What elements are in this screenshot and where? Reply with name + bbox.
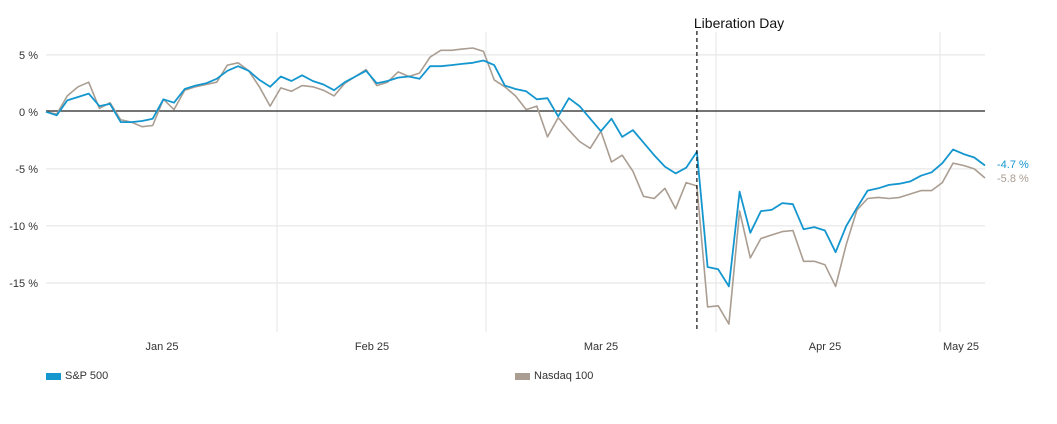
legend-label-nasdaq100: Nasdaq 100 [534,370,594,382]
y-tick-label: 0 % [19,107,38,119]
x-tick-label: Mar 25 [584,341,618,353]
x-tick-label: Jan 25 [145,341,178,353]
sp500-swatch [46,372,61,380]
liberation-day-label: Liberation Day [694,15,784,31]
nasdaq100-end-label: -5.8 % [997,173,1029,185]
x-axis-tick-labels: Jan 25 Feb 25 Mar 25 Apr 25 May 25 [145,341,979,353]
legend-label-sp500: S&P 500 [65,370,109,382]
y-axis-tick-labels: 5 % 0 % -5 % -10 % -15 % [9,50,38,290]
grid [46,32,985,332]
sp500-end-label: -4.7 % [997,159,1029,171]
legend-item-sp500[interactable]: S&P 500 [46,369,108,383]
series-lines [45,47,986,325]
x-tick-label: Feb 25 [355,341,389,353]
nasdaq100-swatch [515,372,530,380]
y-tick-label: 5 % [19,50,38,62]
sp500-line [45,59,986,288]
y-tick-label: -15 % [9,278,38,290]
y-tick-label: -10 % [9,221,38,233]
x-tick-label: May 25 [943,341,979,353]
x-tick-label: Apr 25 [809,341,841,353]
nasdaq100-line [45,47,986,325]
legend-item-nasdaq100[interactable]: Nasdaq 100 [515,369,593,383]
y-tick-label: -5 % [15,164,38,176]
